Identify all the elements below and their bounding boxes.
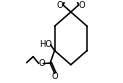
Text: O: O [52,72,58,81]
Text: HO: HO [40,40,53,49]
Text: O: O [79,1,85,10]
Text: O: O [38,59,45,68]
Text: O: O [56,1,63,10]
